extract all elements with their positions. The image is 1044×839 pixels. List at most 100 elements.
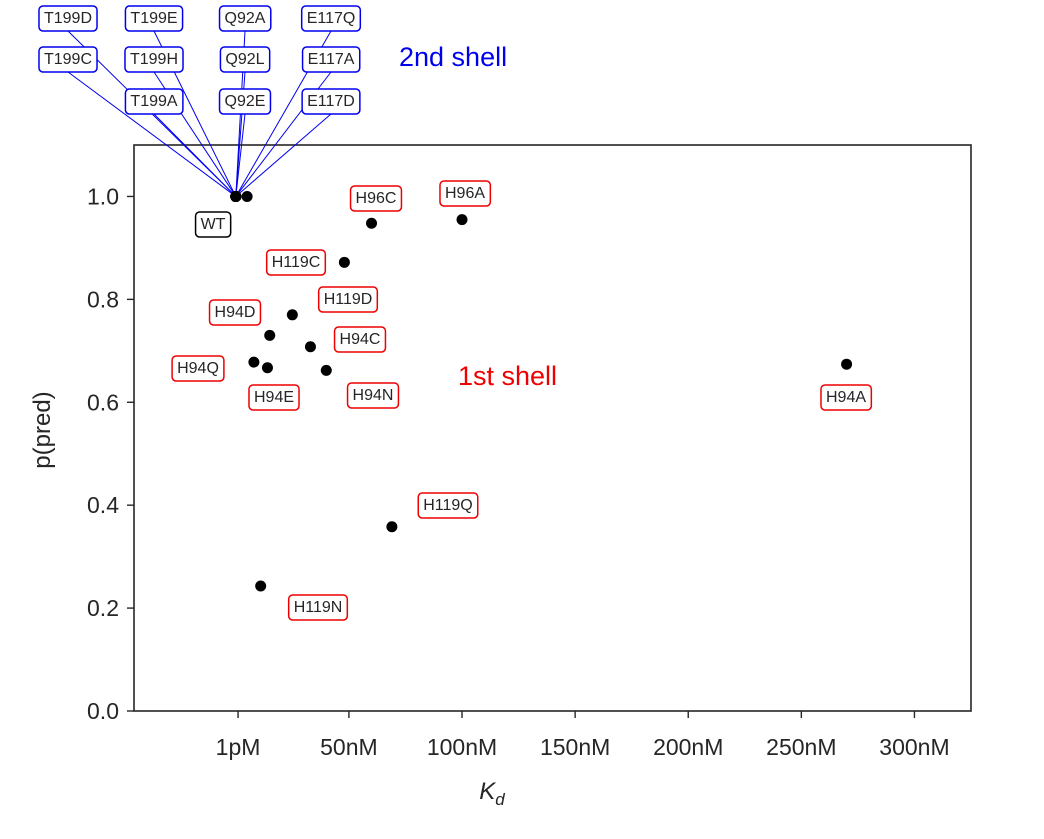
label-box xyxy=(300,5,362,32)
label-text: T199C xyxy=(44,51,92,68)
point-label-t199a: T199A xyxy=(124,88,184,115)
label-text: T199A xyxy=(130,93,177,110)
point-label-t199c: T199C xyxy=(38,46,98,73)
point-label-h94e: H94E xyxy=(248,384,300,411)
data-point-h94c xyxy=(304,341,316,353)
data-point-h119c xyxy=(338,256,350,268)
point-label-h94n: H94N xyxy=(346,382,400,409)
data-point-e117d xyxy=(230,190,242,202)
point-label-h119c: H119C xyxy=(265,249,327,276)
x-tick-label: 200nM xyxy=(653,734,723,760)
label-text: H119N xyxy=(294,599,343,616)
point-label-q92a: Q92A xyxy=(218,5,272,32)
label-box xyxy=(208,299,262,326)
data-point-h94e xyxy=(261,362,273,374)
label-box xyxy=(124,5,184,32)
label-text: H119C xyxy=(272,254,321,271)
data-point-h119d xyxy=(286,309,298,321)
label-text: T199D xyxy=(44,10,92,27)
x-tick-label: 1pM xyxy=(216,734,261,760)
x-tick-label: 300nM xyxy=(879,734,949,760)
data-point-h119q xyxy=(386,521,398,533)
label-box xyxy=(218,88,272,115)
label-text: H96A xyxy=(445,185,485,202)
point-label-h94q: H94Q xyxy=(171,355,225,382)
point-label-h119q: H119Q xyxy=(417,492,479,519)
label-box xyxy=(333,326,387,353)
y-tick-label: 1.0 xyxy=(87,183,119,209)
leader-line-q92e xyxy=(235,113,246,197)
axis-ticks: 1pM 50nM 100nM 150nM 200nM 250nM 300nM 0.0 0.2 0.… xyxy=(87,183,950,760)
point-label-h119n: H119N xyxy=(287,594,349,621)
point-label-e117d: E117D xyxy=(301,88,361,115)
label-box xyxy=(417,492,479,519)
label-text: H119Q xyxy=(423,497,473,514)
label-text: H119D xyxy=(324,291,373,308)
data-points xyxy=(230,190,853,592)
x-tick-label: 50nM xyxy=(320,734,378,760)
point-label-h119d: H119D xyxy=(317,286,379,313)
label-text: Q92A xyxy=(225,10,266,27)
label-box xyxy=(218,5,272,32)
leader-line-t199c xyxy=(67,71,237,197)
label-text: E117A xyxy=(308,51,355,68)
point-label-h94d: H94D xyxy=(208,299,262,326)
data-point-h94n xyxy=(320,364,332,376)
point-label-q92l: Q92L xyxy=(219,46,271,73)
data-point-h96c xyxy=(366,217,378,229)
y-tick-label: 0.4 xyxy=(87,492,119,518)
y-tick-label: 0.2 xyxy=(87,595,119,621)
y-tick-label: 0.6 xyxy=(87,389,119,415)
data-point-h96a xyxy=(456,214,468,226)
label-box xyxy=(301,88,361,115)
y-tick-label: 0.0 xyxy=(87,698,119,724)
label-box xyxy=(346,382,400,409)
label-box xyxy=(38,5,98,32)
label-box xyxy=(265,249,327,276)
label-box xyxy=(439,180,492,207)
label-text: H96C xyxy=(356,190,397,207)
first-shell-annotation: 1st shell xyxy=(458,361,557,391)
x-axis-label-subscript: d xyxy=(495,790,505,809)
data-point-h94a xyxy=(841,358,853,370)
x-axis-label-main: K xyxy=(479,778,496,805)
leader-line-e117d xyxy=(235,113,332,197)
data-point-h94d xyxy=(264,329,276,341)
second-shell-annotation: 2nd shell xyxy=(399,42,507,72)
label-text: E117Q xyxy=(307,10,356,27)
label-box xyxy=(38,46,98,73)
x-tick-label: 100nM xyxy=(427,734,497,760)
label-text: Q92L xyxy=(225,51,264,68)
plot-frame xyxy=(133,144,972,712)
label-text: H94E xyxy=(254,389,294,406)
leader-line-t199a xyxy=(153,113,237,197)
label-text: H94A xyxy=(826,389,866,406)
point-label-h96a: H96A xyxy=(439,180,492,207)
label-box xyxy=(219,46,271,73)
data-point xyxy=(241,190,253,202)
label-box xyxy=(349,185,403,212)
label-text: Q92E xyxy=(225,93,266,110)
label-box xyxy=(171,355,225,382)
point-label-h94a: H94A xyxy=(820,384,873,411)
x-axis-label: Kd xyxy=(479,778,505,809)
y-tick-label: 0.8 xyxy=(87,286,119,312)
point-label-h96c: H96C xyxy=(349,185,403,212)
point-label-t199e: T199E xyxy=(124,5,184,32)
label-text: T199E xyxy=(130,10,177,27)
label-text: H94Q xyxy=(177,360,219,377)
label-leader-lines xyxy=(67,30,332,197)
label-text: H94C xyxy=(340,331,381,348)
y-axis-label: p(pred) xyxy=(29,391,56,468)
data-point-h94q xyxy=(248,356,260,368)
label-box xyxy=(301,46,361,73)
label-text: H94D xyxy=(215,304,256,321)
label-box xyxy=(287,594,349,621)
label-text: T199H xyxy=(130,51,178,68)
data-point-h119n xyxy=(255,580,267,592)
x-tick-label: 250nM xyxy=(766,734,836,760)
point-label-e117a: E117A xyxy=(301,46,361,73)
label-box xyxy=(124,88,184,115)
point-label-h94c: H94C xyxy=(333,326,387,353)
